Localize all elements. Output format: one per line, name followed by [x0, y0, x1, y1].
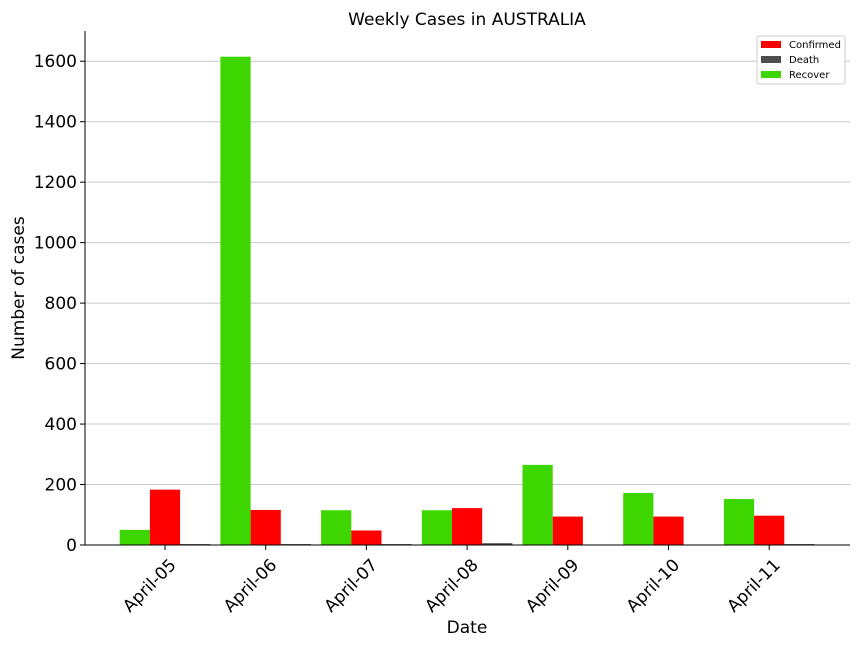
y-axis-label: Number of cases [9, 216, 29, 360]
legend-swatch-death [761, 56, 781, 63]
y-tick-label: 1000 [34, 234, 77, 254]
bar-recover [119, 529, 150, 545]
bar-recover [723, 499, 755, 545]
legend-label-recover: Recover [789, 70, 830, 81]
legend-swatch-recover [761, 71, 781, 78]
bar-recover [623, 492, 654, 545]
chart-title: Weekly Cases in AUSTRALIA [348, 10, 586, 30]
bar-recover [421, 510, 452, 545]
y-tick-label: 1400 [34, 113, 77, 133]
x-tick-label: April-05 [119, 555, 180, 616]
x-tick-label: April-11 [723, 555, 784, 616]
bar-recover [321, 510, 352, 545]
y-tick-label: 1600 [34, 52, 77, 72]
x-ticks: April-05 April-06 April-07 April-08 April-09… [119, 545, 785, 617]
x-axis-label: Date [447, 618, 488, 638]
legend: Confirmed Death Recover [756, 35, 846, 85]
y-tick-label: 0 [66, 536, 77, 556]
bar-confirmed [754, 515, 785, 545]
y-tick-label: 600 [45, 355, 77, 375]
y-ticks: 0 200 400 600 800 1000 1200 1400 1600 [34, 52, 85, 556]
legend-label-death: Death [789, 55, 819, 66]
bar-confirmed [552, 516, 583, 545]
bars [119, 56, 815, 545]
bar-confirmed [452, 508, 483, 545]
y-tick-label: 200 [45, 476, 77, 496]
x-tick-label: April-10 [623, 555, 684, 616]
y-tick-label: 400 [45, 415, 77, 435]
y-tick-label: 1200 [34, 173, 77, 193]
grid-lines [85, 60, 850, 486]
x-tick-label: April-09 [522, 555, 583, 616]
axes [84, 31, 850, 546]
y-tick-label: 800 [45, 294, 77, 314]
bar-recover [220, 56, 251, 545]
legend-swatch-confirmed [761, 41, 781, 48]
x-tick-label: April-06 [220, 555, 281, 616]
x-tick-label: April-07 [321, 555, 382, 616]
bar-confirmed [351, 530, 382, 545]
x-tick-label: April-08 [421, 555, 482, 616]
legend-label-confirmed: Confirmed [789, 40, 841, 51]
bar-recover [522, 464, 553, 545]
bar-confirmed [250, 509, 281, 545]
bar-confirmed [653, 516, 684, 545]
bar-confirmed [149, 489, 181, 545]
bar-death [482, 543, 513, 545]
